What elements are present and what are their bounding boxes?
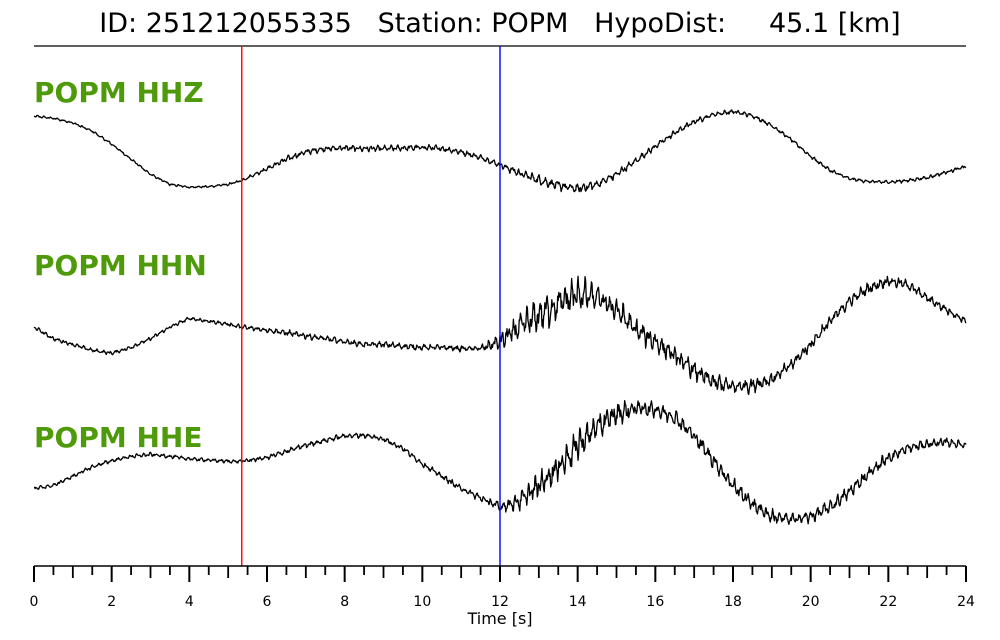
trace-labels-group: POPM HHZ POPM HHN POPM HHE: [34, 76, 207, 454]
x-tick-label: 12: [491, 594, 509, 610]
x-tick-label: 10: [413, 594, 431, 610]
x-tick-label: 16: [646, 594, 664, 610]
x-tick-label: 14: [569, 594, 587, 610]
trace-label-2: POPM HHN: [34, 249, 207, 282]
time-axis: 0 2 4 6 8 10 12 14 16 18 20 22 24 Time [s]: [30, 565, 975, 628]
x-tick-label: 8: [340, 594, 349, 610]
x-tick-label: 2: [107, 594, 116, 610]
x-tick-label: 20: [802, 594, 820, 610]
x-axis-label: Time [s]: [466, 609, 532, 628]
x-tick-label: 6: [263, 594, 272, 610]
trace-label-3: POPM HHE: [34, 421, 202, 454]
x-tick-label: 4: [185, 594, 194, 610]
chart-title: ID: 251212055335 Station: POPM HypoDist:…: [99, 8, 901, 39]
x-axis-tick-labels: 0 2 4 6 8 10 12 14 16 18 20 22 24: [30, 594, 975, 610]
x-axis-ticks: [33, 566, 967, 582]
x-tick-label: 18: [724, 594, 742, 610]
x-tick-label: 24: [957, 594, 975, 610]
pick-lines-group: [241, 46, 501, 566]
x-tick-label: 0: [30, 594, 39, 610]
x-tick-label: 22: [879, 594, 897, 610]
trace-label-1: POPM HHZ: [34, 76, 204, 109]
